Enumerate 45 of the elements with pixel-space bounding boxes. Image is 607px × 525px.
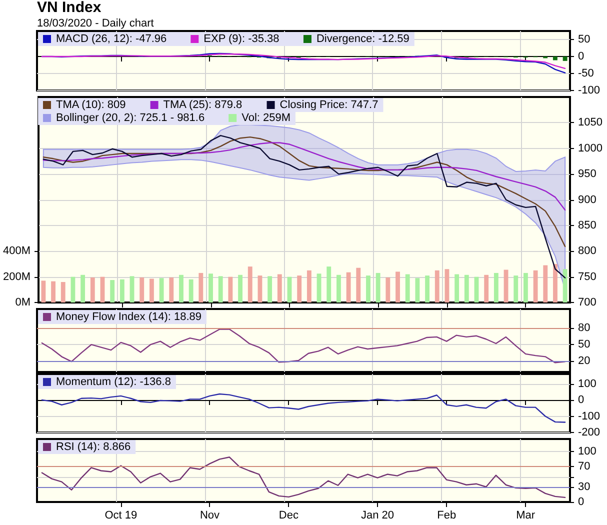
- chart-subtitle: 18/03/2020 - Daily chart: [37, 18, 154, 30]
- y-tick-label: 1050: [578, 116, 602, 129]
- chart-title: VN Index: [37, 0, 102, 16]
- x-tick-label: Jan 20: [361, 510, 394, 522]
- y-tick-label: 100: [578, 378, 596, 390]
- y2-tick-label: 200M: [2, 270, 31, 283]
- legend-label: EXP (9): -35.38: [204, 33, 280, 45]
- legend-label: Bollinger (20, 2): 725.1 - 981.6: [56, 112, 205, 124]
- legend-label: Closing Price: 747.7: [280, 99, 378, 111]
- x-tick-label: Feb: [437, 510, 456, 522]
- y-tick-label: 950: [578, 168, 596, 180]
- y-tick-label: 100: [578, 446, 596, 458]
- y-tick-label: 50: [578, 34, 590, 46]
- legend-label: Money Flow Index (14): 18.89: [56, 311, 202, 323]
- y-tick-label: 850: [578, 219, 596, 232]
- y-tick-label: 900: [578, 194, 596, 206]
- legend-label: TMA (25): 879.8: [163, 99, 242, 111]
- y-tick-label: -100: [578, 410, 600, 422]
- legend-label: MACD (26, 12): -47.96: [56, 33, 167, 45]
- y-tick-label: -100: [578, 84, 600, 96]
- y-tick-label: -200: [578, 426, 600, 438]
- legend-label: Momentum (12): -136.8: [56, 376, 171, 388]
- y-tick-label: 0: [578, 496, 584, 508]
- x-tick-label: Mar: [516, 510, 536, 522]
- x-tick-label: Dec: [278, 510, 299, 522]
- y-tick-label: 50: [578, 338, 590, 351]
- x-tick-label: Oct 19: [104, 510, 138, 522]
- y-tick-label: 700: [578, 296, 596, 308]
- y-tick-label: 70: [578, 460, 590, 473]
- y-tick-label: 1000: [578, 142, 602, 154]
- legend-label: TMA (10): 809: [56, 99, 126, 111]
- y-tick-label: -50: [578, 68, 594, 80]
- y2-tick-label: 400M: [2, 245, 31, 258]
- legend-label: Vol: 259M: [242, 112, 291, 124]
- y-tick-label: 0: [578, 50, 584, 62]
- y-tick-label: 0: [578, 394, 584, 406]
- y-tick-label: 800: [578, 245, 596, 258]
- x-tick-label: Nov: [200, 510, 220, 522]
- y2-tick-label: 0M: [15, 296, 31, 308]
- legend-label: Divergence: -12.59: [316, 33, 410, 45]
- y-tick-label: 80: [578, 322, 590, 334]
- legend-label: RSI (14): 8.866: [56, 441, 131, 453]
- y-tick-label: 750: [578, 270, 596, 283]
- y-tick-label: 30: [578, 480, 590, 493]
- y-tick-label: 20: [578, 355, 590, 368]
